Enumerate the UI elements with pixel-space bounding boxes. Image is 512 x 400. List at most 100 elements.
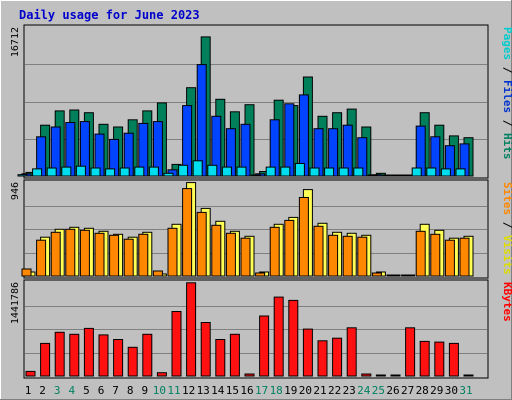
bar-sites-day-17 — [255, 272, 266, 277]
side-label-part: / — [501, 60, 512, 80]
side-label-part: Pages — [501, 27, 512, 60]
side-label-part: Visits — [501, 235, 512, 275]
bar-pages-day-28 — [411, 167, 422, 177]
day-label-5: 5 — [83, 384, 90, 397]
bar-sites-day-19 — [284, 219, 295, 277]
bar-pages-day-17 — [251, 174, 262, 177]
bar-sites-day-12 — [182, 188, 193, 277]
series-pages — [17, 160, 466, 177]
bar-kbytes-day-27 — [405, 327, 416, 377]
panel-hits-files-pages: 16712 Pages / Files / Hits — [10, 24, 512, 179]
day-label-22: 22 — [328, 384, 341, 397]
day-label-23: 23 — [343, 384, 356, 397]
bar-pages-day-25 — [367, 174, 378, 177]
bar-sites-day-21 — [313, 225, 324, 277]
bar-sites-day-2 — [36, 239, 47, 277]
bar-sites-day-20 — [298, 197, 309, 277]
series-side-label: KBytes — [501, 282, 512, 322]
bar-sites-day-26 — [386, 274, 397, 277]
bar-pages-day-2 — [32, 168, 43, 177]
series-side-label: Sites / Visits — [501, 182, 512, 275]
bar-kbytes-day-12 — [186, 282, 197, 377]
bar-sites-day-25 — [371, 272, 382, 277]
day-label-25: 25 — [372, 384, 385, 397]
series-files — [21, 64, 470, 177]
day-label-15: 15 — [226, 384, 239, 397]
bar-kbytes-day-13 — [200, 322, 211, 377]
bar-kbytes-day-7 — [113, 339, 124, 377]
bar-sites-day-15 — [225, 232, 236, 277]
day-label-30: 30 — [445, 384, 458, 397]
bar-pages-day-3 — [46, 167, 57, 177]
bar-kbytes-day-22 — [332, 337, 343, 377]
y-max-label: 1441786 — [10, 282, 21, 324]
bar-files-day-19 — [284, 103, 295, 177]
bar-pages-day-1 — [17, 174, 28, 177]
day-label-28: 28 — [416, 384, 429, 397]
y-max-label: 16712 — [10, 27, 21, 57]
bar-kbytes-day-21 — [317, 340, 328, 377]
day-label-6: 6 — [98, 384, 105, 397]
bar-pages-day-30 — [440, 168, 451, 177]
bar-pages-day-24 — [353, 167, 364, 177]
bar-sites-day-23 — [342, 235, 353, 277]
day-label-9: 9 — [141, 384, 148, 397]
bar-kbytes-day-31 — [463, 374, 474, 377]
bar-pages-day-8 — [119, 167, 130, 177]
bar-kbytes-day-14 — [215, 339, 226, 377]
side-label-part: Hits — [501, 133, 512, 160]
day-label-16: 16 — [240, 384, 253, 397]
bar-pages-day-21 — [309, 167, 320, 177]
bar-sites-day-5 — [79, 229, 90, 277]
chart-panels: 16712 Pages / Files / Hits 946 Sites / Visi… — [10, 24, 512, 379]
bar-pages-day-26 — [382, 174, 393, 177]
series-side-label: Pages / Files / Hits — [501, 27, 512, 160]
bar-pages-day-9 — [134, 166, 145, 177]
bar-sites-day-4 — [65, 228, 76, 277]
bar-sites-day-3 — [50, 231, 61, 277]
bar-kbytes-day-19 — [288, 299, 299, 377]
side-label-part: / — [501, 215, 512, 235]
side-label-part: KBytes — [501, 282, 512, 322]
day-label-7: 7 — [112, 384, 119, 397]
day-label-4: 4 — [68, 384, 75, 397]
bar-kbytes-day-9 — [142, 333, 153, 377]
day-label-13: 13 — [197, 384, 210, 397]
panel-kbytes: 1441786 KBytes — [10, 279, 512, 379]
day-label-21: 21 — [313, 384, 326, 397]
day-label-1: 1 — [25, 384, 32, 397]
bar-pages-day-23 — [338, 167, 349, 177]
day-label-2: 2 — [39, 384, 46, 397]
bar-kbytes-day-23 — [346, 327, 357, 377]
day-label-19: 19 — [284, 384, 297, 397]
bar-sites-day-13 — [196, 211, 207, 277]
series-kbytes — [25, 282, 474, 377]
bar-kbytes-day-16 — [244, 373, 255, 377]
bar-kbytes-day-6 — [98, 334, 109, 377]
bar-pages-day-29 — [426, 167, 437, 177]
bar-pages-day-6 — [90, 167, 101, 177]
day-label-26: 26 — [386, 384, 399, 397]
series-sites — [21, 188, 470, 277]
bar-sites-day-16 — [240, 237, 251, 277]
bar-pages-day-12 — [178, 164, 189, 177]
day-label-20: 20 — [299, 384, 312, 397]
bar-sites-day-22 — [328, 234, 339, 277]
bar-sites-day-9 — [138, 233, 149, 277]
day-label-27: 27 — [401, 384, 414, 397]
bar-pages-day-4 — [61, 166, 72, 177]
bar-pages-day-10 — [148, 166, 159, 177]
bar-kbytes-day-8 — [127, 346, 138, 377]
day-label-18: 18 — [270, 384, 283, 397]
side-label-part: Sites — [501, 182, 512, 215]
day-label-24: 24 — [357, 384, 371, 397]
bar-sites-day-11 — [167, 227, 178, 277]
side-label-part: / — [501, 113, 512, 133]
bar-pages-day-11 — [163, 172, 174, 177]
bar-pages-day-7 — [105, 168, 116, 177]
day-label-17: 17 — [255, 384, 268, 397]
y-max-label: 946 — [10, 182, 21, 200]
bar-pages-day-13 — [192, 160, 203, 177]
bar-kbytes-day-26 — [390, 374, 401, 377]
